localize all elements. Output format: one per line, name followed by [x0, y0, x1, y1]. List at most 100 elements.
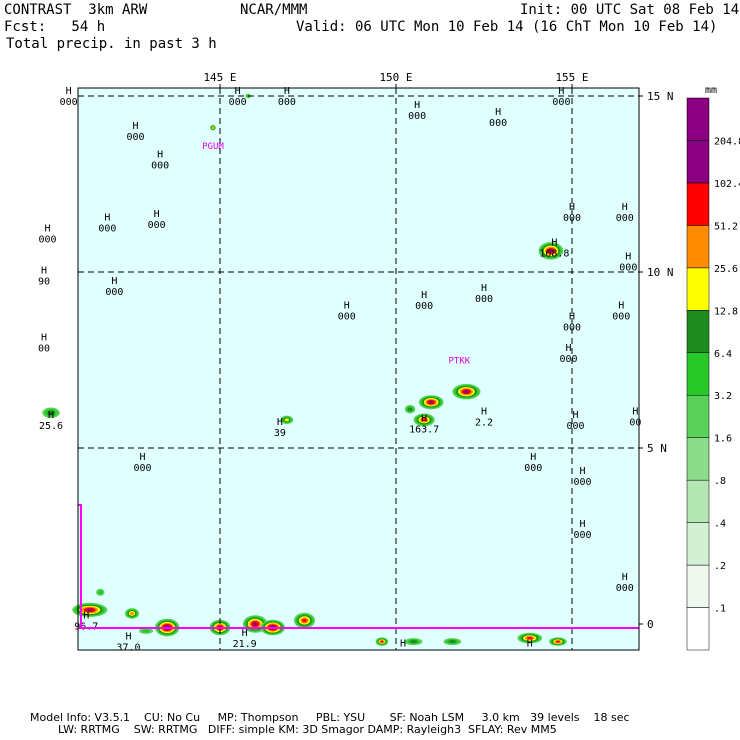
precip-cell	[418, 395, 444, 410]
center-value: 000	[38, 234, 56, 245]
high-symbol: H	[569, 311, 575, 322]
high-symbol: H	[111, 276, 117, 287]
precip-contour	[212, 126, 214, 129]
center-value: 000	[60, 97, 78, 108]
station-label: PTKK	[449, 357, 471, 367]
high-symbol: H	[41, 266, 47, 277]
precip-contour	[284, 418, 289, 422]
high-symbol: H	[66, 86, 72, 97]
center-name: NCAR/MMM	[240, 2, 308, 18]
precip-cell	[72, 602, 108, 617]
legend-level-label: 204.8	[714, 136, 740, 147]
high-symbol: H	[140, 452, 146, 463]
center-value: 000	[126, 132, 144, 143]
precip-cell	[124, 608, 140, 619]
legend-level-label: .2	[714, 561, 726, 572]
precip-contour	[448, 640, 457, 644]
latitude-label: 10 N	[647, 266, 674, 279]
high-symbol: H	[125, 632, 131, 643]
lat-lon-grid	[78, 88, 639, 650]
high-center: H96.7	[74, 610, 98, 632]
forecast-hour: Fcst: 54 h	[4, 19, 106, 35]
legend-level-label: 25.6	[714, 264, 738, 275]
precip-cell	[404, 638, 423, 646]
legend-swatch	[686, 97, 710, 141]
precip-contour	[302, 618, 307, 623]
precip-contour	[47, 410, 55, 416]
precip-contour	[86, 608, 94, 612]
legend-swatch	[686, 310, 710, 354]
valid-time: Valid: 06 UTC Mon 10 Feb 14 (16 ChT Mon …	[296, 19, 718, 35]
center-value: 00	[629, 417, 641, 428]
high-symbol: H	[573, 410, 579, 421]
high-symbol: H	[558, 86, 564, 97]
station-labels: PGUM PTKK	[202, 142, 471, 367]
center-value: 000	[105, 287, 123, 298]
center-value: 90	[38, 277, 50, 288]
legend-swatch	[686, 564, 710, 608]
center-value: 000	[475, 294, 493, 305]
legend-level-label: 51.2	[714, 221, 738, 232]
center-value: 163.7	[409, 424, 439, 435]
center-value: 000	[229, 97, 247, 108]
high-symbol: H	[284, 86, 290, 97]
high-symbol: H	[344, 301, 350, 312]
center-value: 000	[134, 463, 152, 474]
precip-cell	[96, 588, 105, 596]
center-value: 000	[278, 97, 296, 108]
center-value: 000	[415, 301, 433, 312]
high-symbol: H	[421, 413, 427, 424]
high-symbol: H	[527, 639, 533, 650]
model-info-line1: Model Info: V3.5.1 CU: No Cu MP: Thompso…	[30, 711, 630, 724]
center-value: 000	[619, 262, 637, 273]
legend-level-label: 3.2	[714, 391, 732, 402]
model-info-line2: LW: RRTMG SW: RRTMG DIFF: simple KM: 3D …	[58, 723, 557, 736]
high-symbol: H	[481, 283, 487, 294]
high-symbol: H	[235, 86, 241, 97]
high-symbol: H	[569, 202, 575, 213]
ocean-background	[78, 88, 639, 650]
center-value: 2.2	[475, 417, 493, 428]
legend-swatch	[686, 225, 710, 269]
precip-contour	[141, 629, 151, 633]
model-name: CONTRAST 3km ARW	[4, 2, 148, 18]
precip-contour	[555, 640, 560, 643]
precip-contour	[463, 390, 470, 394]
latitude-label: 0	[647, 618, 654, 631]
longitude-label: 155 E	[555, 71, 588, 84]
center-value: 000	[566, 421, 584, 432]
center-value: 000	[616, 213, 634, 224]
legend-swatch	[686, 607, 710, 651]
precip-contour	[97, 590, 103, 595]
center-value: 000	[151, 160, 169, 171]
high-symbol: H	[580, 466, 586, 477]
center-value: 000	[616, 583, 634, 594]
precip-contour	[526, 636, 533, 640]
precip-cell	[443, 638, 462, 646]
center-value: 25.6	[39, 421, 63, 432]
precip-contour	[407, 407, 413, 412]
center-value: 168.8	[539, 248, 569, 259]
center-value: 000	[563, 322, 581, 333]
legend-swatch	[686, 267, 710, 311]
precip-cell	[538, 242, 564, 260]
precip-cell	[375, 637, 389, 646]
legend-swatch	[686, 479, 710, 523]
legend-level-label: 102.4	[714, 179, 740, 190]
high-symbol: H	[242, 628, 248, 639]
